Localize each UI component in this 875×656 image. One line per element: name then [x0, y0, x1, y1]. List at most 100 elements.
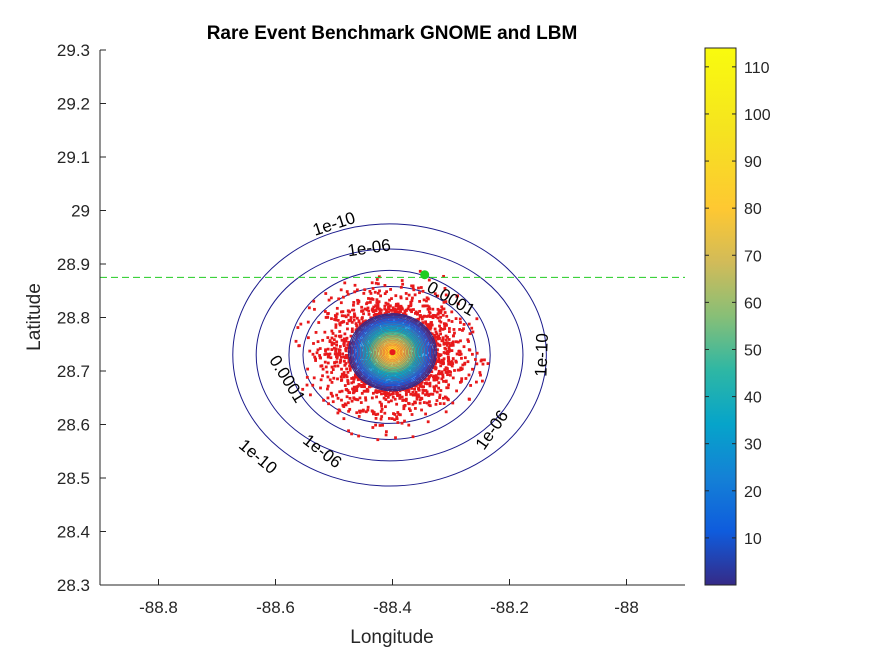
particle [387, 400, 391, 404]
particle [432, 385, 436, 389]
particle [428, 400, 431, 404]
particle [367, 309, 371, 313]
particle [352, 349, 356, 353]
particle [372, 335, 376, 338]
particle [350, 377, 354, 380]
particle [471, 367, 474, 371]
particle [367, 385, 371, 389]
particle [447, 318, 451, 322]
y-tick-label: 28.8 [57, 309, 90, 328]
particle [358, 360, 362, 364]
particle [463, 356, 467, 360]
particle [391, 306, 395, 310]
particle [355, 331, 359, 335]
particle [306, 320, 310, 324]
particle [345, 367, 349, 371]
particle [467, 340, 470, 343]
probability-contour [232, 223, 547, 487]
particle [348, 368, 352, 372]
particle [339, 375, 343, 379]
particle [346, 389, 350, 392]
particle [389, 304, 392, 308]
particle [387, 307, 391, 311]
particle [420, 385, 424, 388]
particle [378, 328, 382, 332]
y-tick-label: 28.5 [57, 469, 90, 488]
density-contours [348, 313, 437, 392]
particle [355, 288, 359, 292]
particle [328, 339, 332, 343]
particle [404, 393, 408, 397]
particle [371, 298, 375, 301]
particle [352, 380, 355, 384]
particle [376, 282, 380, 286]
particle [312, 342, 315, 345]
particle [297, 344, 301, 348]
particle [445, 343, 449, 347]
particle [327, 352, 330, 356]
particle [336, 411, 340, 415]
particle [344, 337, 348, 341]
particle [419, 348, 423, 352]
x-tick-label: -88 [614, 598, 639, 617]
particle [348, 396, 352, 400]
x-axis-title: Longitude [350, 627, 433, 648]
target-marker [420, 270, 430, 280]
particle [448, 370, 452, 374]
particle [486, 362, 490, 365]
particle [378, 310, 382, 314]
particle [445, 366, 449, 370]
particle [463, 362, 467, 366]
particle [444, 293, 448, 297]
colorbar-ticks: 10 20 30 40 50 60 70 80 90 100 110 [705, 60, 771, 548]
particle [430, 370, 434, 374]
particle [360, 385, 364, 389]
particle [346, 401, 350, 405]
particle [314, 357, 317, 361]
particle [377, 300, 381, 304]
particle [387, 417, 391, 420]
particle [383, 304, 387, 308]
particle [469, 384, 473, 387]
particle [390, 417, 394, 421]
particle [400, 307, 404, 311]
particle [415, 395, 419, 399]
particle [425, 315, 429, 318]
particle [334, 323, 338, 327]
particle [434, 315, 438, 319]
particle [411, 296, 414, 300]
particle [460, 356, 463, 360]
particle [319, 386, 322, 390]
particle [423, 304, 427, 308]
particle [447, 359, 451, 362]
particle [475, 362, 479, 366]
particle [425, 299, 428, 303]
particle [376, 313, 379, 317]
particle [383, 390, 387, 394]
particle [384, 394, 388, 398]
particle [403, 360, 407, 364]
particle [346, 380, 350, 384]
particle [442, 300, 446, 304]
particle [425, 401, 429, 405]
particle [353, 283, 357, 287]
particle [348, 364, 351, 368]
particle [361, 351, 365, 355]
particle [427, 338, 431, 342]
particle [444, 380, 448, 384]
colorbar-tick-label: 10 [744, 531, 762, 548]
particle [350, 381, 354, 385]
particle [439, 309, 443, 313]
particle [428, 381, 432, 385]
particle [340, 310, 343, 314]
particle [448, 348, 451, 352]
particle [402, 398, 406, 402]
particle [379, 338, 383, 342]
particle [393, 308, 397, 312]
particle [474, 358, 477, 361]
particle [294, 339, 298, 343]
y-tick-label: 28.4 [57, 523, 90, 542]
particle [342, 337, 346, 341]
particle [379, 308, 383, 312]
particle [448, 341, 451, 345]
